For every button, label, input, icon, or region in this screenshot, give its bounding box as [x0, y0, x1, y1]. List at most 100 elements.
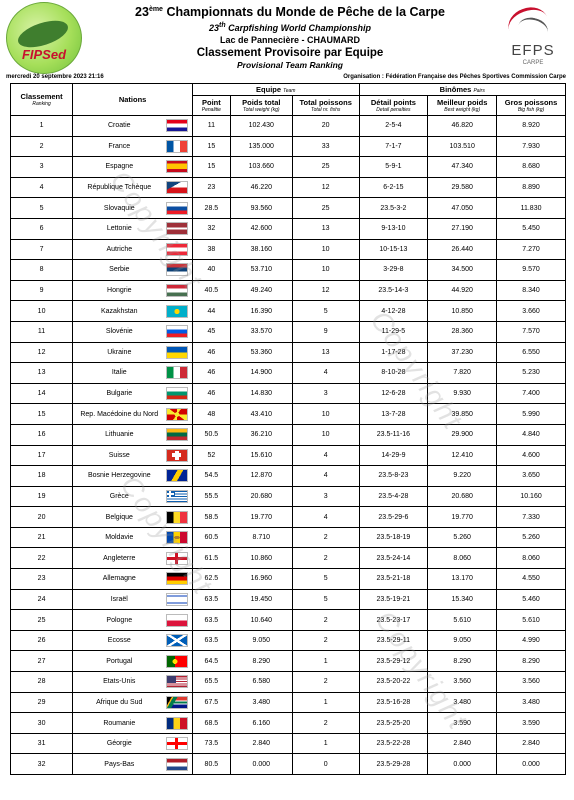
cell-nation: Angleterre [72, 547, 162, 570]
fipsed-logo: FIPSed [6, 2, 82, 74]
cell-fish: 2 [291, 712, 360, 734]
cell-weight: 8.290 [229, 650, 293, 673]
cell-best: 8.060 [427, 547, 498, 570]
cell-rank: 2 [9, 135, 74, 158]
georgia-flag-icon [165, 737, 188, 751]
cell-weight: 46.220 [229, 176, 293, 199]
cell-point: 40.5 [192, 279, 231, 302]
cell-detail: 23.5-22-28 [358, 732, 429, 755]
cell-point: 62.5 [192, 568, 231, 590]
cell-fish: 1 [291, 732, 360, 755]
cell-fish: 25 [291, 156, 360, 178]
cell-weight: 53.360 [229, 341, 293, 364]
table-row: 31 Géorgie 73.5 2.840 1 23.5-22-28 2.840 2.840 [9, 732, 566, 755]
fipsed-logo-text: FIPSed [21, 47, 67, 62]
cell-detail: 23.5-16-28 [358, 691, 429, 714]
cell-weight: 33.570 [229, 320, 293, 343]
cell-rank: 8 [9, 259, 74, 281]
print-date: mercredi 20 septembre 2023 21:16 [6, 74, 104, 80]
cell-rank: 26 [9, 629, 74, 652]
bulgaria-flag-icon [165, 387, 188, 401]
cell-best: 3.480 [427, 691, 498, 714]
cell-big: 4.840 [496, 423, 566, 446]
flag-cell [161, 300, 194, 322]
spain-flag-icon [165, 160, 188, 174]
table-row: 18 Bosnie Herzegovine 54.5 12.870 4 23.5-8-23… [9, 465, 566, 487]
cell-best: 47.050 [427, 197, 498, 219]
cell-best: 9.930 [427, 382, 498, 405]
efps-logo-sub: CARPE [522, 60, 544, 66]
cell-nation: Grèce [72, 485, 162, 508]
cell-big: 5.450 [496, 217, 566, 240]
cell-point: 61.5 [192, 547, 231, 570]
flag-cell [161, 423, 194, 446]
cell-weight: 16.390 [229, 300, 293, 322]
cell-point: 63.5 [192, 629, 231, 652]
cell-fish: 10 [291, 238, 360, 261]
cell-point: 38 [192, 238, 231, 261]
cell-fish: 5 [291, 588, 360, 611]
cell-rank: 9 [9, 279, 74, 302]
czech-flag-icon [165, 181, 188, 195]
cell-point: 15 [192, 156, 231, 178]
cell-detail: 9-13-10 [358, 217, 429, 240]
table-row: 24 Israël 63.5 19.450 5 23.5-19-21 15.340 5.460 [9, 588, 566, 611]
flag-cell [161, 217, 194, 240]
belgium-flag-icon [165, 510, 188, 524]
cell-rank: 17 [9, 444, 74, 467]
cell-detail: 3-29-8 [358, 259, 429, 281]
cell-nation: Hongrie [72, 279, 162, 302]
cell-point: 54.5 [192, 465, 231, 487]
cell-nation: Ecosse [72, 629, 162, 652]
cell-best: 8.290 [427, 650, 498, 673]
cell-big: 8.060 [496, 547, 566, 570]
lithuania-flag-icon [165, 428, 188, 442]
cell-nation: Etats-Unis [72, 671, 162, 693]
cell-weight: 9.050 [229, 629, 293, 652]
hungary-flag-icon [165, 284, 188, 298]
table-body: 1 Croatie 11 102.430 20 2-5-4 46.820 8.920 2 Fran… [9, 115, 566, 775]
cell-big: 7.400 [496, 382, 566, 405]
cell-best: 20.680 [427, 485, 498, 508]
cell-point: 46 [192, 382, 231, 405]
cell-nation: Slovaquie [72, 197, 162, 219]
cell-detail: 23.5-29-11 [358, 629, 429, 652]
cell-detail: 23.5-4-28 [358, 485, 429, 508]
table-row: 12 Ukraine 46 53.360 13 1-17-28 37.230 6.550 [9, 341, 566, 364]
cell-rank: 7 [9, 238, 74, 261]
cell-nation: Afrique du Sud [72, 691, 162, 714]
cell-big: 8.290 [496, 650, 566, 673]
table-row: 1 Croatie 11 102.430 20 2-5-4 46.820 8.920 [9, 115, 566, 137]
israel-flag-icon [165, 592, 188, 606]
flag-cell [161, 362, 194, 384]
cell-best: 19.770 [427, 506, 498, 528]
cell-nation: Slovénie [72, 320, 162, 343]
cell-rank: 14 [9, 382, 74, 405]
cell-best: 5.260 [427, 526, 498, 549]
cell-detail: 8-10-28 [358, 362, 429, 384]
cell-big: 3.660 [496, 300, 566, 322]
cell-point: 23 [192, 176, 231, 199]
cell-rank: 3 [9, 156, 74, 178]
cell-weight: 53.710 [229, 259, 293, 281]
portugal-flag-icon [165, 654, 188, 668]
table-row: 4 République Tchèque 23 46.220 12 6-2-15 29.58… [9, 176, 566, 199]
cell-big: 4.990 [496, 629, 566, 652]
germany-flag-icon [165, 572, 188, 586]
cell-point: 46 [192, 341, 231, 364]
cell-rank: 6 [9, 217, 74, 240]
cell-rank: 32 [9, 753, 74, 775]
cell-fish: 3 [291, 485, 360, 508]
france-flag-icon [165, 139, 188, 153]
cell-fish: 10 [291, 423, 360, 446]
header-big: Gros poissons Big fish (kg) [496, 95, 566, 116]
table-row: 30 Roumanie 68.5 6.160 2 23.5-25-20 3.590 3.590 [9, 712, 566, 734]
cell-detail: 23.5-21-18 [358, 568, 429, 590]
flag-cell [161, 382, 194, 405]
cell-best: 46.820 [427, 115, 498, 137]
cell-weight: 3.480 [229, 691, 293, 714]
flag-cell [161, 465, 194, 487]
slovakia-flag-icon [165, 201, 188, 215]
cell-big: 5.260 [496, 526, 566, 549]
poland-flag-icon [165, 613, 188, 627]
